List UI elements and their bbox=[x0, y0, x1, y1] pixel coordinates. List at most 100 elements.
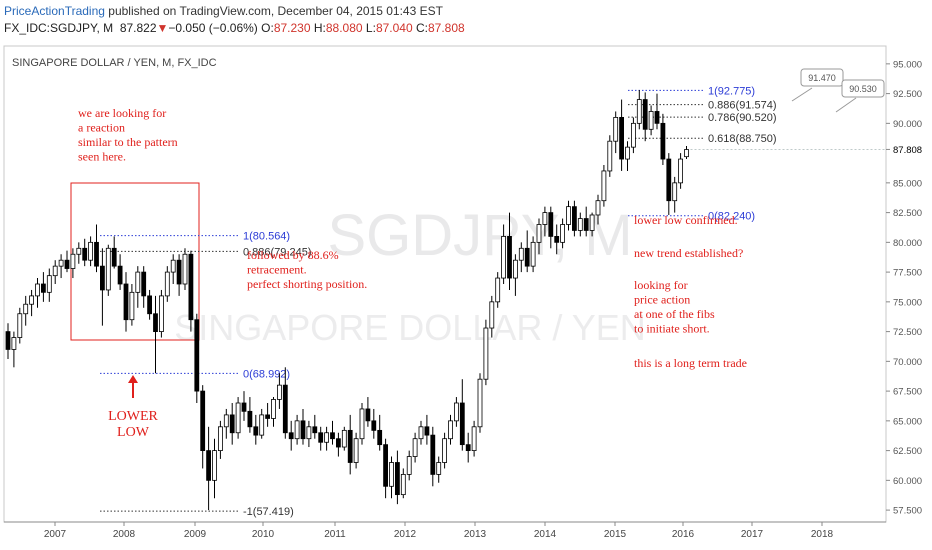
candle-body bbox=[141, 271, 147, 297]
candle-body bbox=[542, 212, 548, 225]
candle-body bbox=[282, 384, 288, 434]
candle-body bbox=[377, 429, 383, 446]
candle-body bbox=[347, 429, 353, 463]
candle-body bbox=[158, 295, 164, 332]
candle-body bbox=[129, 291, 135, 321]
candle-body bbox=[412, 438, 418, 457]
candle-body bbox=[335, 438, 341, 448]
x-tick-label: 2011 bbox=[324, 529, 346, 540]
candle-body bbox=[483, 327, 489, 380]
candle-body bbox=[111, 247, 117, 267]
candle-body bbox=[595, 200, 601, 216]
low-label: L: bbox=[365, 21, 376, 35]
y-tick-label: 95.000 bbox=[893, 59, 922, 70]
watermark-symbol: SGDJPY, M bbox=[327, 203, 632, 268]
candle-body bbox=[5, 331, 11, 350]
candle-body bbox=[400, 473, 406, 496]
candle-body bbox=[436, 462, 442, 475]
candle-body bbox=[459, 402, 465, 446]
symbol-label: FX_IDC:SGDJPY, M bbox=[4, 21, 114, 35]
close-label: C: bbox=[415, 21, 428, 35]
fib-label: 0(82.240) bbox=[708, 211, 755, 223]
price-callout bbox=[841, 79, 885, 98]
x-tick-label: 2009 bbox=[184, 529, 207, 540]
candle-body bbox=[660, 122, 666, 160]
candle-body bbox=[418, 426, 424, 440]
annotation-pattern: seen here. bbox=[78, 150, 126, 164]
x-tick-label: 2013 bbox=[464, 529, 487, 540]
y-tick-label: 62.500 bbox=[893, 446, 922, 457]
x-tick-label: 2016 bbox=[672, 529, 695, 540]
candle-body bbox=[206, 450, 212, 481]
annotation-looking-for: at one of the fibs bbox=[634, 307, 715, 321]
candle-body bbox=[577, 218, 583, 231]
open-label: O: bbox=[261, 21, 274, 35]
symbol-ohlc-bar: FX_IDC:SGDJPY, M 87.822▼−0.050 (−0.06%) … bbox=[4, 21, 465, 35]
annotation-pattern: a reaction bbox=[78, 121, 125, 135]
candle-body bbox=[182, 253, 188, 285]
fib-label: 1(92.775) bbox=[708, 85, 755, 97]
candle-body bbox=[312, 426, 318, 434]
high-value: 88.080 bbox=[325, 21, 363, 35]
candle-body bbox=[223, 414, 229, 428]
candle-body bbox=[288, 432, 294, 440]
low-value: 87.040 bbox=[375, 21, 413, 35]
candle-body bbox=[524, 247, 530, 267]
candle-body bbox=[123, 283, 129, 321]
candle-body bbox=[253, 426, 259, 436]
candle-body bbox=[29, 295, 35, 305]
candle-body bbox=[406, 456, 412, 475]
close-value: 87.808 bbox=[427, 21, 465, 35]
annotation-retracement: retracement. bbox=[247, 263, 307, 277]
candle-body bbox=[613, 117, 619, 142]
candle-body bbox=[678, 158, 683, 184]
candle-body bbox=[530, 241, 536, 267]
candle-body bbox=[82, 247, 88, 261]
candle-body bbox=[465, 444, 471, 451]
y-tick-label: 65.000 bbox=[893, 416, 922, 427]
annotation-pattern: similar to the pattern bbox=[78, 135, 178, 149]
x-tick-label: 2010 bbox=[252, 529, 275, 540]
fib-label: 0.886(79.245) bbox=[243, 246, 312, 258]
candle-body bbox=[318, 432, 324, 443]
publish-text: published on TradingView.com, December 0… bbox=[108, 4, 443, 18]
y-tick-label: 67.500 bbox=[893, 387, 922, 398]
x-tick-label: 2012 bbox=[394, 529, 417, 540]
candle-body bbox=[265, 414, 271, 419]
candle-body bbox=[52, 265, 58, 277]
candle-body bbox=[566, 206, 571, 225]
candle-body bbox=[76, 247, 82, 255]
candle-body bbox=[453, 402, 459, 422]
x-tick-label: 2014 bbox=[534, 529, 557, 540]
candle-body bbox=[200, 390, 206, 452]
publish-info: PriceActionTrading published on TradingV… bbox=[4, 4, 443, 18]
candle-body bbox=[306, 426, 312, 440]
candle-body bbox=[394, 462, 400, 496]
open-value: 87.230 bbox=[273, 21, 311, 35]
annotation-pattern: we are looking for bbox=[78, 106, 166, 120]
candle-body bbox=[294, 420, 300, 440]
candle-body bbox=[341, 429, 347, 448]
annotation-retracement: followed by 88.6% bbox=[247, 248, 339, 262]
annotation-lower-low: LOWER bbox=[108, 409, 158, 424]
annotation-retracement: perfect shorting position. bbox=[247, 277, 367, 291]
candle-body bbox=[135, 271, 141, 293]
candle-body bbox=[11, 337, 17, 350]
y-tick-label: 85.000 bbox=[893, 178, 922, 189]
price-callout-label: 90.530 bbox=[849, 84, 877, 94]
watermark-name: SINGAPORE DOLLAR / YEN bbox=[174, 307, 645, 348]
author-link[interactable]: PriceActionTrading bbox=[4, 4, 105, 18]
candle-body bbox=[276, 384, 282, 400]
candle-body bbox=[46, 275, 52, 293]
candle-body bbox=[217, 426, 223, 451]
y-tick-label: 70.000 bbox=[893, 357, 922, 368]
annotation-looking-for: to initiate short. bbox=[634, 322, 710, 336]
candle-body bbox=[188, 253, 194, 321]
candle-body bbox=[365, 408, 371, 422]
candle-body bbox=[88, 241, 93, 261]
fib-label: 0.618(88.750) bbox=[708, 133, 777, 145]
candle-body bbox=[554, 235, 560, 243]
candle-body bbox=[330, 432, 335, 440]
candle-body bbox=[477, 378, 483, 428]
